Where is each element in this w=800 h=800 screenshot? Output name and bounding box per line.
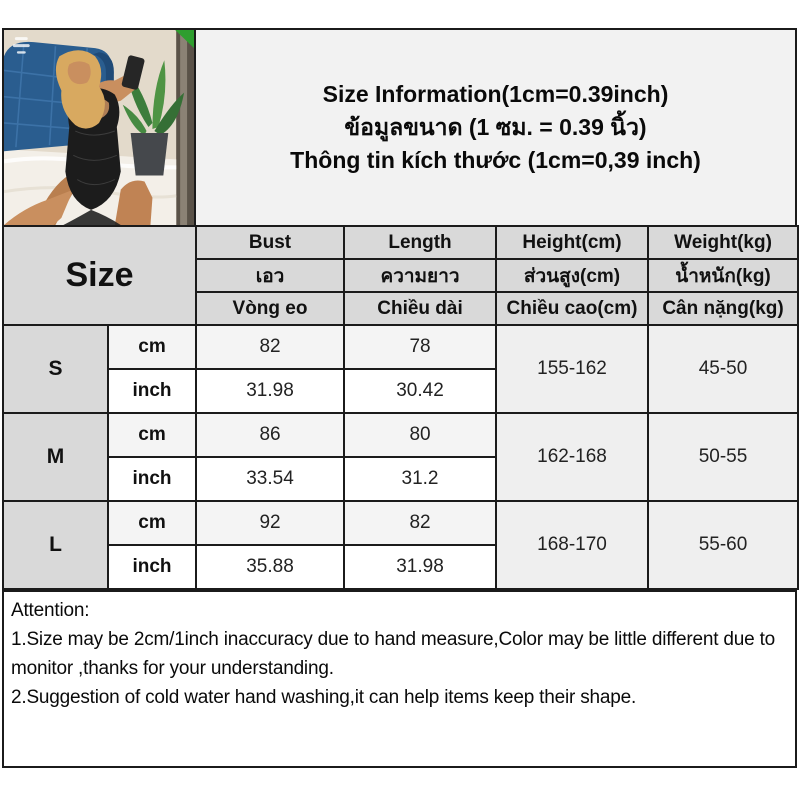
header-bust-vi: Vòng eo: [195, 291, 346, 326]
header-length-vi: Chiều dài: [343, 291, 498, 326]
model-knee: [114, 180, 153, 225]
l-bust-inch: 35.88: [195, 544, 346, 590]
m-bust-cm: 86: [195, 412, 346, 458]
s-bust-inch: 31.98: [195, 368, 346, 414]
size-label-l: L: [2, 500, 109, 590]
product-photo-illustration: [4, 30, 194, 225]
watermark: [12, 37, 30, 54]
header-height-en: Height(cm): [495, 225, 650, 260]
m-length-cm: 80: [343, 412, 498, 458]
m-bust-inch: 33.54: [195, 456, 346, 502]
title-thai: ข้อมูลขนาด (1 ซม. = 0.39 นิ้ว): [344, 114, 647, 140]
unit-inch: inch: [106, 368, 198, 414]
unit-inch: inch: [106, 456, 198, 502]
table-row-s-cm: S cm 82 78 155-162 45-50: [2, 324, 800, 414]
size-table: Size Bust Length Height(cm) Weight(kg) เ…: [1, 225, 800, 590]
s-length-inch: 30.42: [343, 368, 498, 414]
size-corner-label: Size: [1, 225, 198, 326]
table-row-m-inch: inch 33.54 31.2: [3, 456, 798, 502]
header-bust-th: เอว: [195, 258, 346, 293]
unit-cm: cm: [106, 412, 198, 458]
attention-note-2: 2.Suggestion of cold water hand washing,…: [11, 687, 637, 708]
header-row: Size Information(1cm=0.39inch) ข้อมูลขนา…: [2, 28, 797, 225]
size-info-sheet: Size Information(1cm=0.39inch) ข้อมูลขนา…: [1, 28, 800, 768]
size-label-m: M: [2, 412, 109, 502]
s-height: 155-162: [495, 324, 650, 414]
header-length-th: ความยาว: [343, 258, 498, 293]
header-height-vi: Chiều cao(cm): [495, 291, 650, 326]
header-length-en: Length: [343, 225, 498, 260]
s-length-cm: 78: [343, 324, 498, 370]
l-height: 168-170: [495, 500, 650, 590]
size-label-s: S: [2, 324, 109, 414]
model: [4, 50, 153, 225]
s-weight: 45-50: [647, 324, 800, 414]
header-height-th: ส่วนสูง(cm): [495, 258, 650, 293]
attention-heading: Attention:: [11, 600, 90, 621]
table-row-l-cm: L cm 92 82 168-170 55-60: [2, 500, 800, 590]
table-row-m-cm: M cm 86 80 162-168 50-55: [2, 412, 800, 502]
table-row-s-inch: inch 31.98 30.42: [3, 368, 798, 414]
unit-cm: cm: [106, 500, 198, 546]
corner-ribbon: [175, 30, 194, 49]
header-weight-th: น้ำหนัก(kg): [647, 258, 800, 293]
attention-box: Attention: 1.Size may be 2cm/1inch inacc…: [2, 590, 797, 768]
unit-inch: inch: [106, 544, 198, 590]
l-weight: 55-60: [647, 500, 800, 590]
m-length-inch: 31.2: [343, 456, 498, 502]
header-weight-vi: Cân nặng(kg): [647, 291, 800, 326]
m-weight: 50-55: [647, 412, 800, 502]
product-photo: [4, 30, 196, 225]
l-length-cm: 82: [343, 500, 498, 546]
l-bust-cm: 92: [195, 500, 346, 546]
attention-note-1: 1.Size may be 2cm/1inch inaccuracy due t…: [11, 629, 776, 679]
table-row-l-inch: inch 35.88 31.98: [3, 544, 798, 590]
phone: [121, 55, 145, 90]
header-bust-en: Bust: [195, 225, 346, 260]
planter-pot: [130, 133, 169, 176]
title-english: Size Information(1cm=0.39inch): [322, 81, 669, 107]
title-vietnamese: Thông tin kích thước (1cm=0,39 inch): [290, 147, 701, 173]
m-height: 162-168: [495, 412, 650, 502]
header-weight-en: Weight(kg): [647, 225, 800, 260]
unit-cm: cm: [106, 324, 198, 370]
l-length-inch: 31.98: [343, 544, 498, 590]
title-block: Size Information(1cm=0.39inch) ข้อมูลขนา…: [196, 30, 795, 225]
face: [67, 61, 91, 85]
s-bust-cm: 82: [195, 324, 346, 370]
